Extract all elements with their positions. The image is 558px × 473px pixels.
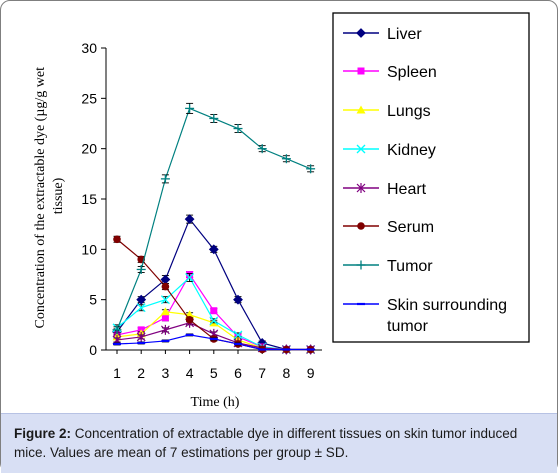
y-tick-label: 15 xyxy=(81,191,97,207)
series-line-tumor xyxy=(116,107,311,331)
legend-marker-spleen xyxy=(357,67,365,75)
x-tick-label: 8 xyxy=(283,365,291,381)
y-axis-label-line-2: tissue) xyxy=(51,177,66,214)
y-axis-label-line-1: Concentration of the extractable dye (µg… xyxy=(33,67,48,329)
y-tick-label: 30 xyxy=(81,40,97,56)
y-axis-label: Concentration of the extractable dye (µg… xyxy=(33,63,66,328)
legend-marker-tumor xyxy=(356,260,366,270)
x-tick-label: 4 xyxy=(186,365,194,381)
data-point-tumor xyxy=(209,113,219,123)
data-point-tumor xyxy=(136,264,146,274)
caption-label: Figure 2: xyxy=(14,426,72,441)
y-tick-label: 10 xyxy=(81,241,97,257)
legend-label-tumor: Tumor xyxy=(387,258,433,275)
data-point-kidney xyxy=(209,316,219,326)
legend-marker-kidney xyxy=(356,144,366,154)
series-skin-surrounding-tumor xyxy=(113,333,315,351)
legend-marker-liver xyxy=(356,28,366,38)
x-tick-label: 6 xyxy=(234,365,242,381)
data-point-spleen xyxy=(161,314,169,322)
figure-caption: Figure 2: Concentration of extractable d… xyxy=(14,424,544,462)
legend-label-serum: Serum xyxy=(387,219,434,236)
data-point-heart xyxy=(160,324,170,335)
data-point-liver xyxy=(184,214,195,225)
data-point-kidney xyxy=(160,295,170,305)
data-point-heart xyxy=(136,331,146,342)
x-tick-label: 9 xyxy=(307,365,315,381)
x-tick-label: 7 xyxy=(258,365,266,381)
data-point-serum xyxy=(161,282,170,291)
x-tick-label: 5 xyxy=(210,365,218,381)
data-point-tumor xyxy=(306,164,316,174)
legend-label-liver: Liver xyxy=(387,26,422,43)
y-tick-label: 0 xyxy=(89,342,97,358)
legend-marker-heart xyxy=(356,183,366,193)
caption-panel xyxy=(1,413,557,473)
data-point-tumor xyxy=(185,103,195,113)
data-point-tumor xyxy=(257,144,267,154)
data-point-liver xyxy=(233,294,243,305)
data-point-lungs xyxy=(160,307,170,316)
data-point-tumor xyxy=(160,174,170,184)
caption-text: Concentration of extractable dye in diff… xyxy=(14,426,518,460)
legend-label-skin-surrounding-tumor: Skin surrounding tumor xyxy=(387,297,507,335)
data-point-serum xyxy=(113,235,121,244)
x-axis-label: Time (h) xyxy=(191,395,240,410)
data-point-kidney xyxy=(136,303,146,313)
y-tick-label: 25 xyxy=(81,90,97,106)
x-tick-label: 2 xyxy=(137,365,145,381)
data-point-spleen xyxy=(210,307,218,315)
legend-label-lungs: Lungs xyxy=(387,103,431,120)
data-point-tumor xyxy=(281,154,291,164)
data-point-tumor xyxy=(112,325,122,335)
data-point-kidney xyxy=(233,330,243,340)
y-tick-label: 5 xyxy=(89,292,97,308)
data-point-kidney xyxy=(185,273,195,282)
data-point-liver xyxy=(208,244,219,255)
data-point-serum xyxy=(185,316,194,324)
data-point-tumor xyxy=(233,124,243,134)
legend-marker-lungs xyxy=(356,105,366,114)
data-point-liver xyxy=(136,294,147,305)
legend-label-kidney: Kidney xyxy=(387,142,436,159)
y-tick-label: 20 xyxy=(81,141,97,157)
series-tumor xyxy=(112,102,316,335)
legend-label-heart: Heart xyxy=(387,181,427,198)
x-tick-label: 1 xyxy=(113,365,121,381)
x-tick-label: 3 xyxy=(162,365,170,381)
legend-marker-serum xyxy=(357,222,365,230)
legend-label-spleen: Spleen xyxy=(387,64,437,81)
legend-box xyxy=(332,12,530,343)
